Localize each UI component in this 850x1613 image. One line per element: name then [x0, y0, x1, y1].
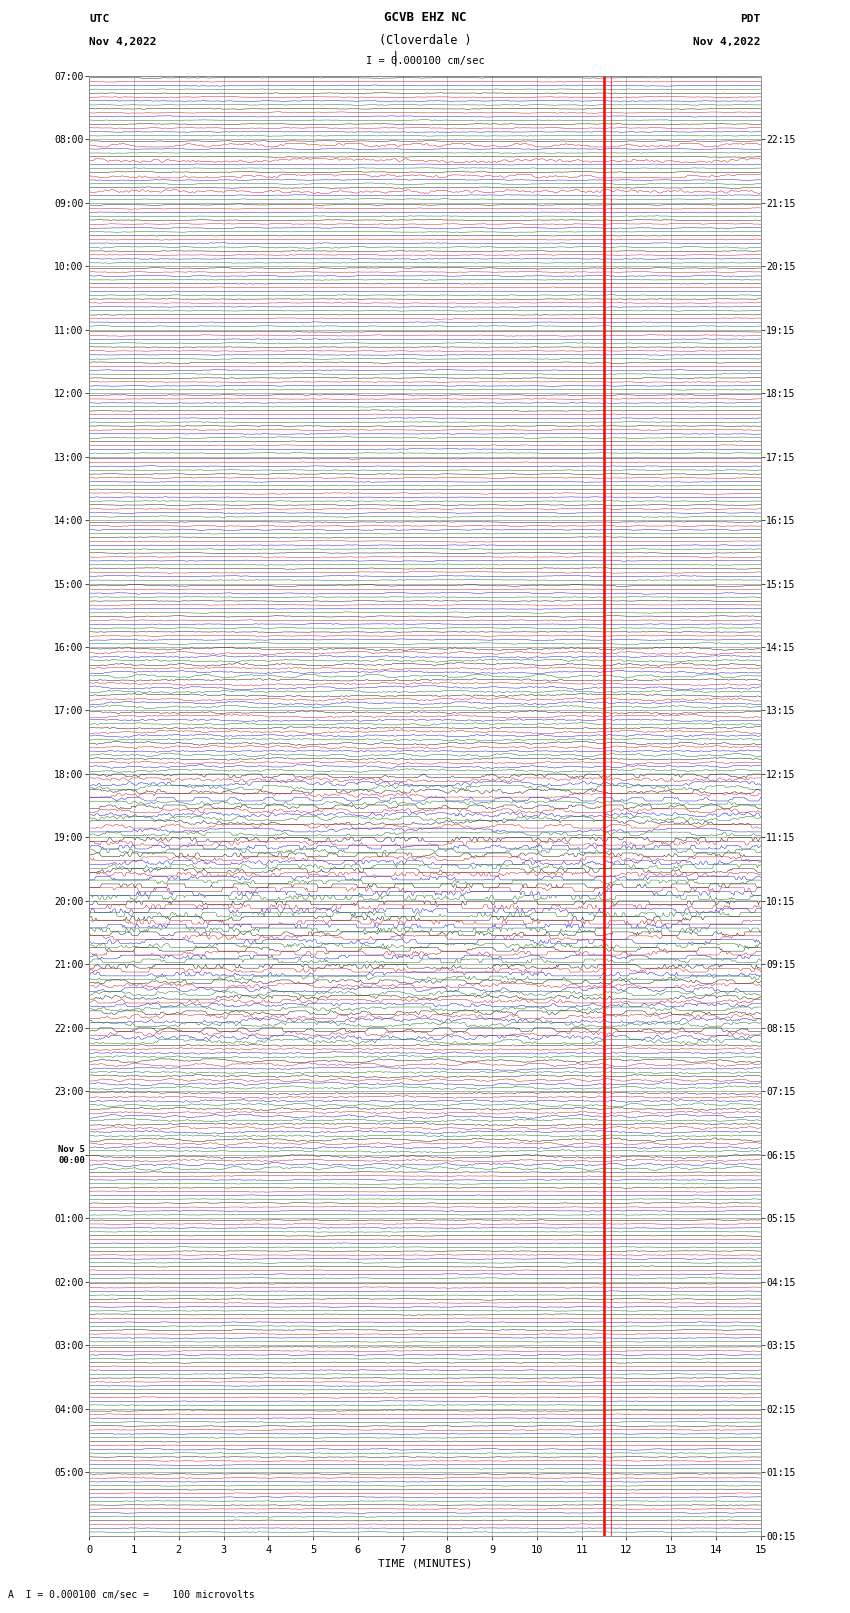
Text: Nov 5
00:00: Nov 5 00:00 [58, 1145, 85, 1165]
Text: I = 0.000100 cm/sec: I = 0.000100 cm/sec [366, 56, 484, 66]
Text: PDT: PDT [740, 15, 761, 24]
X-axis label: TIME (MINUTES): TIME (MINUTES) [377, 1558, 473, 1569]
Text: │: │ [392, 50, 399, 66]
Text: A  I = 0.000100 cm/sec =    100 microvolts: A I = 0.000100 cm/sec = 100 microvolts [8, 1590, 255, 1600]
Text: Nov 4,2022: Nov 4,2022 [89, 37, 156, 47]
Text: Nov 4,2022: Nov 4,2022 [694, 37, 761, 47]
Text: UTC: UTC [89, 15, 110, 24]
Text: GCVB EHZ NC: GCVB EHZ NC [383, 11, 467, 24]
Text: (Cloverdale ): (Cloverdale ) [379, 34, 471, 47]
